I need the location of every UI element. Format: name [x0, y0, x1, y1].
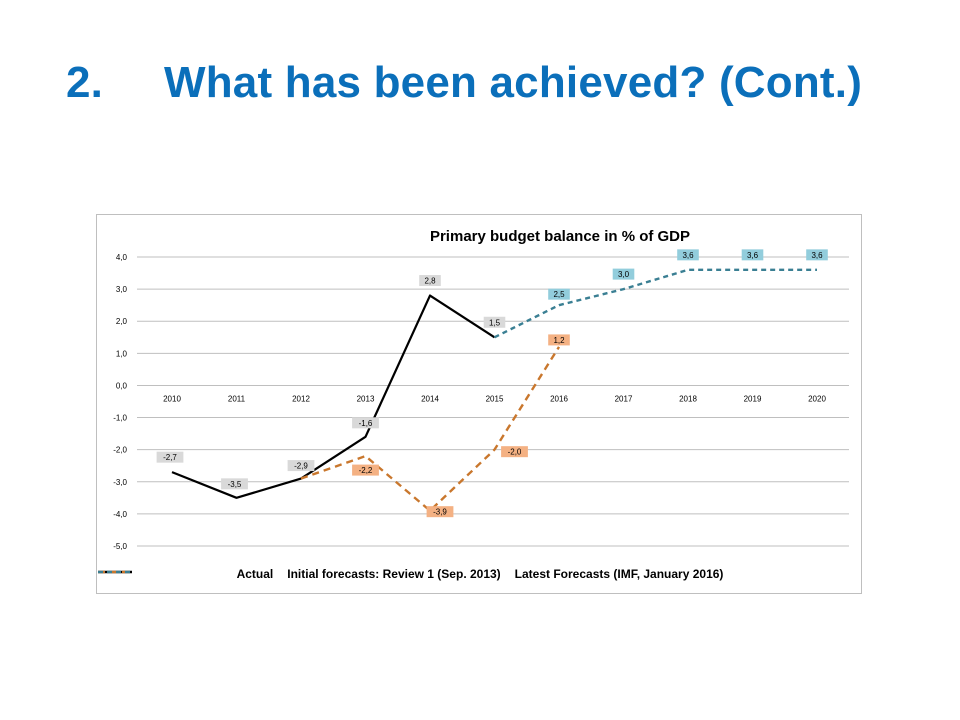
legend-label: Latest Forecasts (IMF, January 2016): [514, 567, 724, 581]
data-label: 3,6: [747, 251, 759, 260]
x-tick-label: 2010: [163, 394, 181, 403]
data-label: 3,6: [682, 251, 694, 260]
data-label-box: [426, 506, 454, 518]
data-label: -2,9: [294, 462, 308, 471]
data-label-box: [612, 268, 635, 280]
x-tick-label: 2020: [808, 394, 826, 403]
data-label: -2,0: [508, 448, 522, 457]
data-label-box: [548, 288, 570, 300]
legend-item: Actual: [98, 567, 274, 581]
y-tick-label: -3,0: [113, 478, 127, 487]
data-label: -3,5: [228, 480, 242, 489]
y-tick-label: 4,0: [116, 253, 128, 262]
x-tick-label: 2016: [550, 394, 568, 403]
series-line-0: [171, 294, 496, 499]
data-label: 3,6: [811, 251, 823, 260]
x-tick-label: 2011: [228, 394, 246, 403]
chart-frame: 4,0 3,0 2,0 1,0 0,0 -1,0 -2,0 -3,0 -4,0 -5,0 2010 2…: [96, 214, 862, 594]
chart-plot: 4,0 3,0 2,0 1,0 0,0 -1,0 -2,0 -3,0 -4,0 -5,0 2010 2…: [113, 249, 849, 551]
data-label: -1,6: [359, 419, 373, 428]
legend-label: Initial forecasts: Review 1 (Sep. 2013): [287, 567, 501, 581]
x-tick-label: 2012: [292, 394, 310, 403]
y-tick-label: -5,0: [113, 542, 127, 551]
legend-item: Latest Forecasts (IMF, January 2016): [98, 567, 724, 581]
data-label: 3,0: [618, 270, 630, 279]
x-tick-label: 2018: [679, 394, 697, 403]
y-tick-label: 0,0: [116, 381, 128, 390]
data-label: -2,2: [359, 466, 373, 475]
data-label: 1,2: [553, 336, 565, 345]
data-label: -2,7: [163, 453, 177, 462]
data-label-box: [352, 464, 379, 476]
legend-label: Actual: [236, 567, 274, 581]
data-label-box: [741, 249, 764, 261]
data-label-box: [419, 275, 441, 287]
y-tick-label: 2,0: [116, 317, 128, 326]
data-label: 2,8: [424, 277, 436, 286]
data-label-box: [806, 249, 828, 261]
data-label: 2,5: [553, 290, 565, 299]
legend-item: Initial forecasts: Review 1 (Sep. 2013): [98, 567, 501, 581]
y-tick-label: -4,0: [113, 510, 127, 519]
slide-title-text: What has been achieved? (Cont.): [164, 58, 863, 107]
chart-legend: Actual Initial forecasts: Review 1 (Sep. …: [97, 567, 863, 581]
slide-title: 2. What has been achieved? (Cont.): [66, 58, 862, 108]
legend-swatch: [98, 570, 132, 574]
y-tick-label: 3,0: [116, 285, 128, 294]
data-label-box: [221, 478, 248, 490]
data-label-box: [156, 451, 184, 463]
chart-title: Primary budget balance in % of GDP: [429, 228, 691, 245]
data-label-box: [548, 334, 570, 346]
data-label-box: [677, 249, 699, 261]
data-label-box: [483, 316, 506, 328]
data-label-box: [501, 446, 528, 458]
y-tick-label: -2,0: [113, 446, 127, 455]
series-line-1: [300, 346, 561, 512]
x-tick-label: 2017: [615, 394, 633, 403]
slide-number: 2.: [66, 58, 104, 107]
data-label-box: [287, 460, 315, 472]
y-tick-label: -1,0: [113, 414, 127, 423]
data-label: -3,9: [433, 508, 447, 517]
x-tick-label: 2015: [486, 394, 504, 403]
x-tick-label: 2019: [744, 394, 762, 403]
y-tick-label: 1,0: [116, 349, 128, 358]
series-line-2: [493, 268, 817, 339]
data-label-box: [352, 417, 379, 429]
data-label: 1,5: [489, 318, 501, 327]
x-tick-label: 2014: [421, 394, 439, 403]
x-tick-label: 2013: [357, 394, 375, 403]
